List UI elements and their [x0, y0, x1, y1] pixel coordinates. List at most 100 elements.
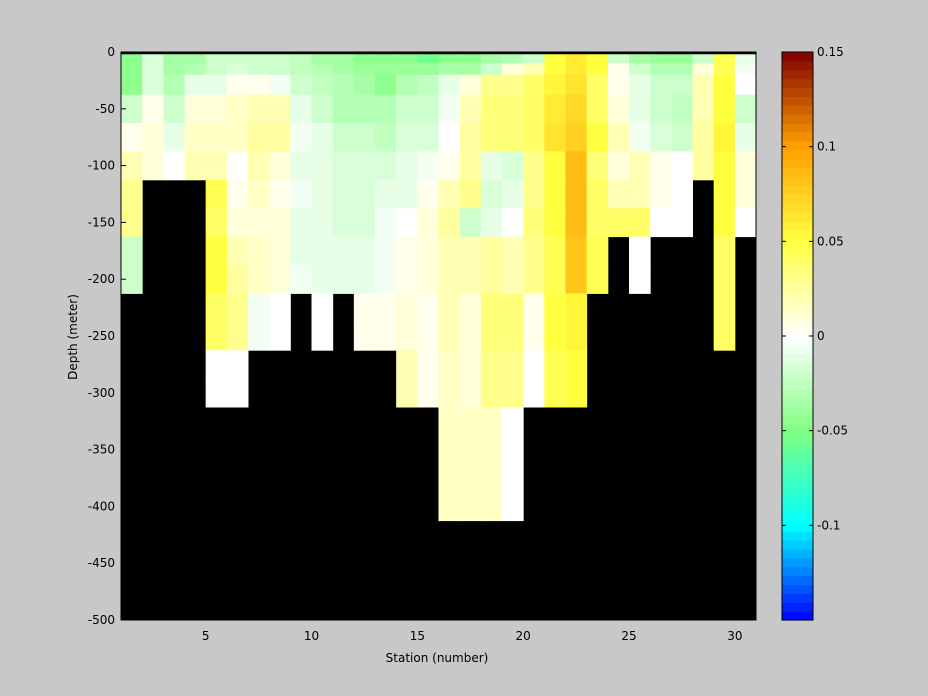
heatmap-cell	[332, 54, 355, 64]
heatmap-cell	[713, 94, 736, 124]
heatmap-cell	[502, 54, 524, 64]
heatmap-cell	[311, 208, 334, 238]
x-tick-label: 30	[727, 629, 742, 643]
heatmap-cell	[396, 321, 418, 351]
heatmap-cell	[459, 208, 482, 238]
heatmap-cell	[565, 265, 588, 294]
heatmap-cell	[417, 179, 439, 209]
colorbar-segment	[782, 123, 813, 133]
axes: 5 10 15 20 25 30 0 -50 -100 -150 -200 -250 -300 -350 -…	[88, 45, 757, 643]
heatmap-cell	[565, 350, 588, 380]
heatmap-cell	[713, 74, 736, 96]
heatmap-cell	[353, 179, 376, 209]
heatmap-cell	[713, 151, 736, 181]
heatmap-cell	[332, 236, 355, 266]
heatmap-cell	[311, 123, 334, 152]
heatmap-cell	[269, 293, 291, 323]
heatmap-cell	[502, 293, 524, 323]
heatmap-cell	[692, 54, 715, 64]
colorbar-segment	[782, 282, 813, 293]
heatmap-cell	[523, 151, 545, 181]
heatmap-cell	[226, 293, 249, 323]
heatmap-cell	[205, 378, 228, 408]
heatmap-cell	[607, 208, 630, 238]
heatmap-cell	[544, 321, 566, 351]
heatmap-cell	[713, 123, 736, 152]
heatmap-cell	[607, 94, 630, 124]
heatmap-cell	[205, 54, 228, 64]
heatmap-cell	[459, 321, 482, 351]
heatmap-cell	[692, 123, 715, 152]
heatmap-cell	[290, 74, 312, 96]
heatmap-cell	[586, 74, 609, 96]
colorbar-segment	[782, 185, 813, 195]
colorbar-segment	[782, 478, 813, 488]
heatmap-cell	[480, 74, 503, 96]
colorbar-segment	[782, 424, 813, 435]
heatmap-cell	[184, 54, 207, 64]
heatmap-cell	[269, 179, 291, 209]
heatmap-cell	[375, 123, 397, 152]
heatmap-cell	[205, 236, 228, 266]
colorbar-segment	[782, 238, 813, 248]
colorbar-segment	[782, 549, 813, 559]
x-tick-label: 25	[621, 629, 636, 643]
colorbar-segment	[782, 211, 813, 222]
heatmap-cell	[248, 208, 270, 238]
heatmap-cell	[502, 265, 524, 294]
heatmap-cell	[459, 94, 482, 124]
heatmap-cell	[226, 151, 249, 181]
heatmap-cell	[396, 208, 418, 238]
heatmap-cell	[332, 63, 355, 76]
heatmap-cell	[248, 94, 270, 124]
heatmap-cell	[353, 236, 376, 266]
heatmap-cell	[438, 492, 461, 522]
heatmap-cell	[142, 63, 164, 76]
heatmap-cell	[121, 179, 143, 209]
heatmap-cell	[121, 265, 143, 294]
heatmap-cell	[586, 208, 609, 238]
heatmap-cell	[459, 407, 482, 436]
heatmap-cell	[417, 321, 439, 351]
heatmap-cell	[311, 321, 334, 351]
y-axis-label: Depth (meter)	[66, 294, 80, 380]
heatmap-cell	[269, 123, 291, 152]
heatmap-cell	[544, 179, 566, 209]
heatmap-cell	[184, 151, 207, 181]
heatmap-cell	[417, 350, 439, 380]
heatmap-cell	[586, 54, 609, 64]
heatmap-cell	[290, 265, 312, 294]
heatmap-cell	[523, 208, 545, 238]
heatmap-cell	[671, 179, 693, 209]
heatmap-cell	[226, 54, 249, 64]
heatmap-cell	[248, 265, 270, 294]
heatmap-cell	[417, 74, 439, 96]
heatmap-cell	[269, 54, 291, 64]
heatmap-cell	[438, 350, 461, 380]
heatmap-cell	[417, 378, 439, 408]
heatmap-cell	[121, 123, 143, 152]
heatmap-cell	[248, 151, 270, 181]
x-axis-label: Station (number)	[386, 651, 489, 665]
heatmap-cell	[248, 321, 270, 351]
colorbar-segment	[782, 158, 813, 168]
heatmap-cell	[438, 321, 461, 351]
heatmap-cell	[290, 54, 312, 64]
heatmap-cell	[565, 151, 588, 181]
heatmap-cell	[332, 208, 355, 238]
heatmap-cell	[311, 94, 334, 124]
heatmap-cell	[586, 151, 609, 181]
heatmap-cell	[565, 378, 588, 408]
colorbar-segment	[782, 344, 813, 355]
heatmap-cell	[375, 208, 397, 238]
heatmap-cell	[502, 463, 524, 493]
y-tick-label: 0	[107, 45, 115, 59]
heatmap-cell	[163, 63, 185, 76]
heatmap-cell	[713, 293, 736, 323]
heatmap-cell	[290, 63, 312, 76]
heatmap-cell	[523, 179, 545, 209]
heatmap-cell	[502, 208, 524, 238]
colorbar-segment	[782, 309, 813, 319]
heatmap-cell	[417, 293, 439, 323]
colorbar-segment	[782, 611, 813, 621]
